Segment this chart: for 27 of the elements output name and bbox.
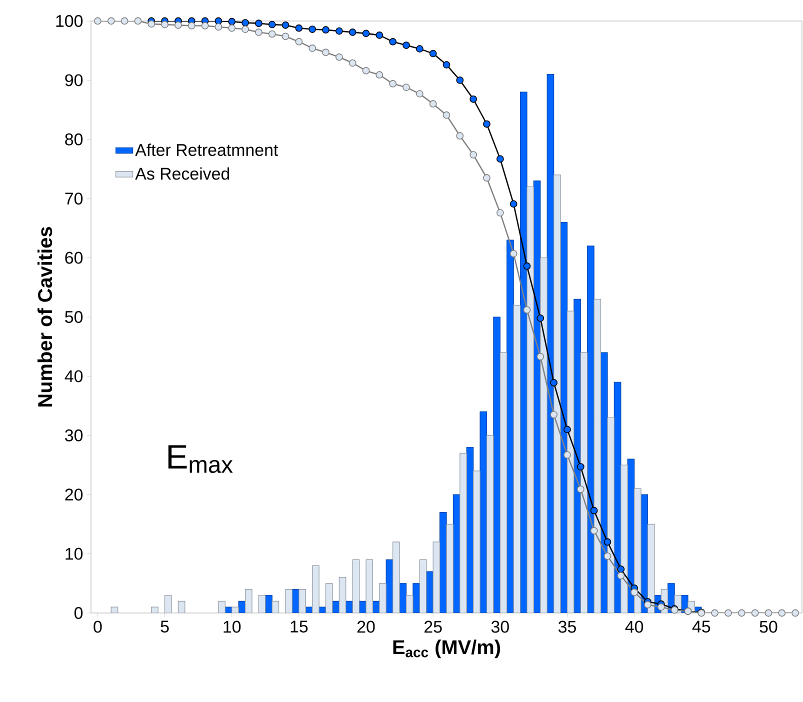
y-tick-label: 90 [65,74,83,86]
y-tick-label: 50 [65,311,83,323]
legend-label: After Retreatmnent [135,144,278,156]
y-tick-label: 70 [65,192,83,205]
y-tick-label: 80 [65,133,83,146]
y-tick-label: 100 [56,14,83,27]
y-tick-label: 60 [65,252,83,264]
y-tick-label: 10 [66,548,83,560]
y-tick-label: 20 [65,488,83,501]
x-tick-label: 20 [357,620,375,633]
y-tick-label: 30 [65,429,83,442]
x-tick-label: 50 [760,620,778,633]
legend-label: As Received [135,167,230,180]
y-tick-label: 0 [74,607,83,619]
y-axis-title: Number of Cavities [38,227,52,406]
y-tick-label: 40 [64,370,83,382]
x-tick-label: 45 [692,620,710,633]
x-tick-label: 25 [424,620,442,633]
x-tick-label: 5 [160,620,169,633]
x-tick-label: 15 [290,620,308,633]
x-tick-label: 10 [224,620,241,633]
x-tick-label: 40 [625,620,644,633]
x-axis-title: E$_{acc}$ (MV/m) [393,640,500,658]
annotation: E$_{max}$ [168,445,233,473]
x-tick-label: 35 [558,620,576,633]
x-tick-label: 30 [491,620,509,633]
x-tick-label: 0 [94,620,102,633]
